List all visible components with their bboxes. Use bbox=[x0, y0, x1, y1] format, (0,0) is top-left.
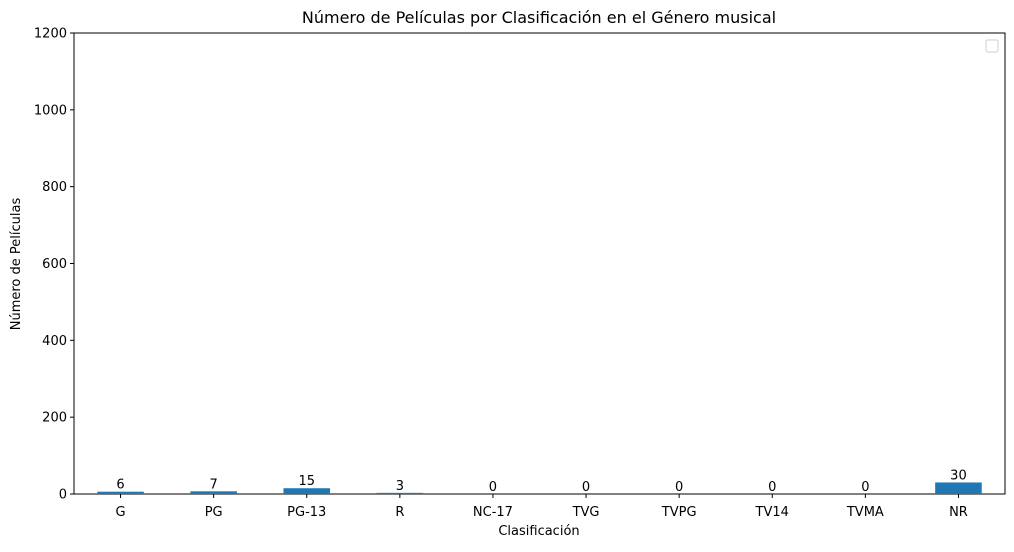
x-tick-label: TV14 bbox=[755, 505, 789, 520]
x-tick-label: TVMA bbox=[846, 505, 884, 520]
y-tick-label: 800 bbox=[42, 180, 67, 195]
bar-value-label: 15 bbox=[298, 474, 315, 489]
bar bbox=[190, 491, 237, 494]
x-tick-label: G bbox=[116, 505, 126, 520]
x-tick-label: TVG bbox=[572, 505, 600, 520]
bar-value-label: 7 bbox=[210, 477, 218, 492]
y-tick-label: 200 bbox=[42, 411, 67, 426]
y-tick-label: 0 bbox=[59, 488, 67, 503]
bars bbox=[97, 482, 982, 494]
y-tick-label: 1000 bbox=[34, 103, 67, 118]
x-tick-label: PG bbox=[205, 505, 223, 520]
bar bbox=[935, 482, 982, 494]
bar-value-label: 0 bbox=[582, 480, 590, 495]
x-tick-label: NR bbox=[949, 505, 968, 520]
bar-value-label: 6 bbox=[116, 478, 124, 493]
plot-area bbox=[73, 32, 1006, 495]
x-tick-label: PG-13 bbox=[287, 505, 326, 520]
bar-value-label: 0 bbox=[768, 480, 776, 495]
bar bbox=[97, 491, 144, 494]
x-tick-label: TVPG bbox=[661, 505, 697, 520]
y-axis: 0 200 400 600 800 1000 1200 bbox=[34, 27, 74, 503]
y-tick-label: 1200 bbox=[34, 27, 67, 42]
x-axis-label: Clasificación bbox=[498, 524, 579, 539]
y-axis-label: Número de Películas bbox=[9, 198, 24, 331]
bar bbox=[376, 492, 424, 494]
plot-frame bbox=[73, 32, 1006, 495]
chart-title: Número de Películas por Clasificación en… bbox=[302, 8, 776, 27]
x-axis: G PG PG-13 R NC-17 TVG TVPG TV14 TVMA NR bbox=[116, 494, 968, 520]
legend-box bbox=[985, 39, 999, 53]
bar-value-label: 3 bbox=[396, 479, 404, 494]
x-tick-label: NC-17 bbox=[473, 505, 513, 520]
bar-value-label: 0 bbox=[489, 480, 497, 495]
x-tick-label: R bbox=[395, 505, 404, 520]
y-tick-label: 400 bbox=[42, 334, 67, 349]
bar bbox=[283, 488, 331, 494]
bar-value-label: 0 bbox=[675, 480, 683, 495]
bar-value-label: 0 bbox=[861, 480, 869, 495]
data-labels: 6 7 15 3 0 0 0 0 030 bbox=[116, 468, 966, 495]
bar-value-label: 30 bbox=[950, 468, 967, 483]
y-tick-label: 600 bbox=[42, 257, 67, 272]
